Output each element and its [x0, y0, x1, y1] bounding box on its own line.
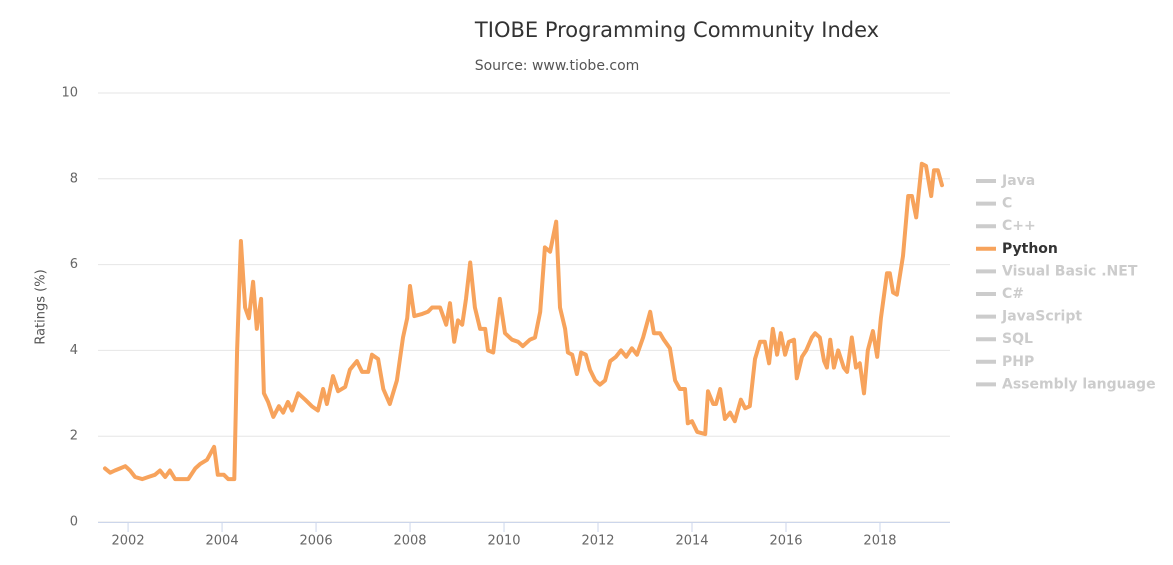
x-tick-label: 2010	[487, 534, 520, 549]
x-tick-label: 2002	[112, 534, 145, 549]
x-tick-label: 2004	[206, 534, 239, 549]
x-tick-label: 2012	[581, 534, 614, 549]
line-series	[103, 161, 944, 482]
y-tick-label: 0	[70, 515, 78, 530]
x-tick-label: 2008	[393, 534, 426, 549]
legend-item[interactable]: C++	[1002, 218, 1036, 234]
chart-title: TIOBE Programming Community Index	[474, 18, 879, 42]
x-tick-label: 2016	[769, 534, 802, 549]
legend-item[interactable]: SQL	[1002, 331, 1033, 347]
y-tick-label: 2	[70, 429, 78, 444]
legend-item[interactable]: Assembly language	[1002, 376, 1156, 392]
y-tick-label: 6	[70, 257, 78, 272]
x-tick-label: 2006	[300, 534, 333, 549]
chart-subtitle: Source: www.tiobe.com	[475, 58, 640, 74]
y-tick-label: 4	[70, 343, 78, 358]
legend-item[interactable]: Visual Basic .NET	[1002, 263, 1138, 279]
y-tick-label: 8	[70, 171, 78, 186]
legend-item[interactable]: PHP	[1002, 354, 1034, 370]
legend-item[interactable]: Python	[1002, 241, 1058, 257]
legend-item[interactable]: Java	[1001, 173, 1035, 189]
y-axis-label: Ratings (%)	[34, 269, 49, 344]
legend-item[interactable]: C	[1002, 196, 1012, 212]
x-tick-label: 2018	[863, 534, 896, 549]
legend-item[interactable]: C#	[1002, 286, 1024, 302]
x-tick-label: 2014	[675, 534, 708, 549]
legend-item[interactable]: JavaScript	[1001, 309, 1082, 325]
y-tick-label: 10	[61, 86, 78, 101]
